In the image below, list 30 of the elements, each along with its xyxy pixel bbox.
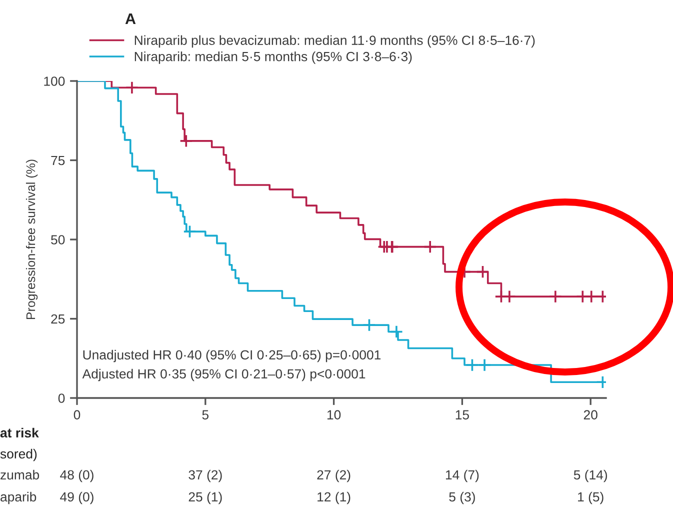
- x-tick-label: 15: [456, 410, 469, 420]
- text: 49 (0): [60, 492, 94, 504]
- text: 25 (1): [188, 492, 222, 504]
- x-tick-label: 10: [327, 410, 341, 420]
- text: zumab: [0, 470, 40, 480]
- text: 1 (5): [578, 492, 604, 504]
- text: 27 (2): [317, 470, 350, 482]
- chart-title: A: [125, 13, 136, 24]
- text: sored): [0, 448, 37, 462]
- y-tick-label: 50: [51, 235, 65, 244]
- x-tick-label: 5: [202, 410, 209, 420]
- text: 37 (2): [188, 470, 222, 482]
- y-tick-label: 75: [51, 156, 65, 166]
- text: 48 (0): [60, 470, 94, 482]
- annotation: Unadjusted HR 0·40 (95% CI 0·25–0·65) p=0·0001: [83, 350, 381, 362]
- y-tick-label: 0: [58, 394, 65, 403]
- text: 12 (1): [318, 492, 350, 504]
- y-tick-label: 100: [44, 76, 65, 86]
- text: 14 (7): [446, 470, 479, 482]
- text: 5 (14): [574, 470, 608, 482]
- legend-label: Niraparib: median 5·5 months (95% CI 3·8–6·3): [134, 52, 412, 64]
- x-tick-label: 0: [74, 410, 80, 420]
- text: aparib: [0, 492, 36, 504]
- text: at risk: [0, 428, 39, 438]
- y-axis-title: Progression-free survival (%): [26, 160, 38, 320]
- text: 5 (3): [449, 492, 475, 504]
- legend-label: Niraparib plus bevacizumab: median 11·9 months (95% CI 8·5–16·7): [134, 35, 535, 48]
- annotation: Adjusted HR 0·35 (95% CI 0·21–0·57) p<0·0001: [82, 368, 366, 382]
- x-tick-label: 20: [584, 410, 598, 420]
- y-tick-label: 25: [51, 314, 65, 324]
